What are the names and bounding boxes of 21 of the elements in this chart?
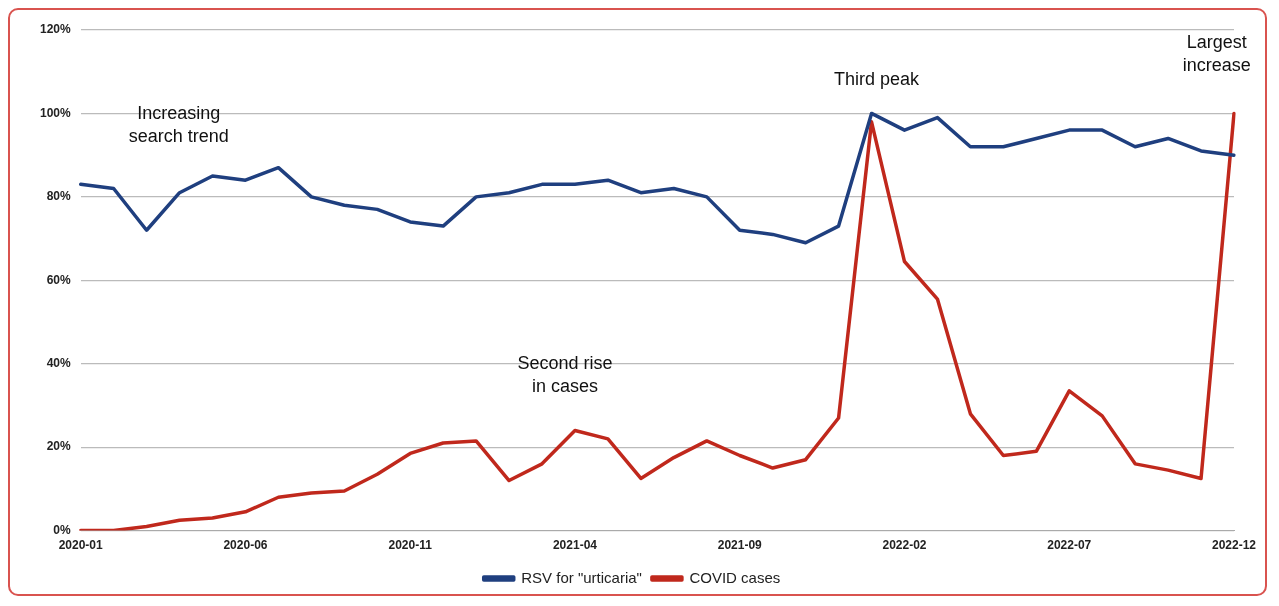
x-tick-label: 2022-02 [882, 538, 927, 553]
x-tick-label: 2022-12 [1211, 538, 1257, 553]
annotation: Largest increase [1182, 32, 1251, 76]
y-tick-label: 120% [39, 22, 72, 37]
annotation: Second rise in cases [517, 352, 613, 396]
y-tick-label: 0% [53, 522, 72, 537]
x-tick-label: 2020-06 [223, 538, 268, 553]
y-tick-label: 100% [39, 105, 72, 120]
legend-label: COVID cases [689, 568, 781, 586]
x-tick-label: 2020-11 [388, 538, 433, 553]
x-tick-label: 2022-07 [1047, 538, 1092, 553]
x-tick-label: 2021-09 [717, 538, 763, 553]
legend-label: RSV for "urticaria" [521, 568, 642, 586]
x-tick-label: 2021-04 [552, 538, 598, 553]
annotation: Increasing search trend [128, 102, 229, 146]
annotation: Third peak [833, 69, 920, 90]
x-tick-label: 2020-01 [58, 538, 104, 553]
y-tick-label: 60% [46, 272, 72, 287]
y-tick-label: 40% [46, 356, 72, 371]
y-tick-label: 20% [46, 439, 72, 454]
y-tick-label: 80% [46, 189, 72, 204]
